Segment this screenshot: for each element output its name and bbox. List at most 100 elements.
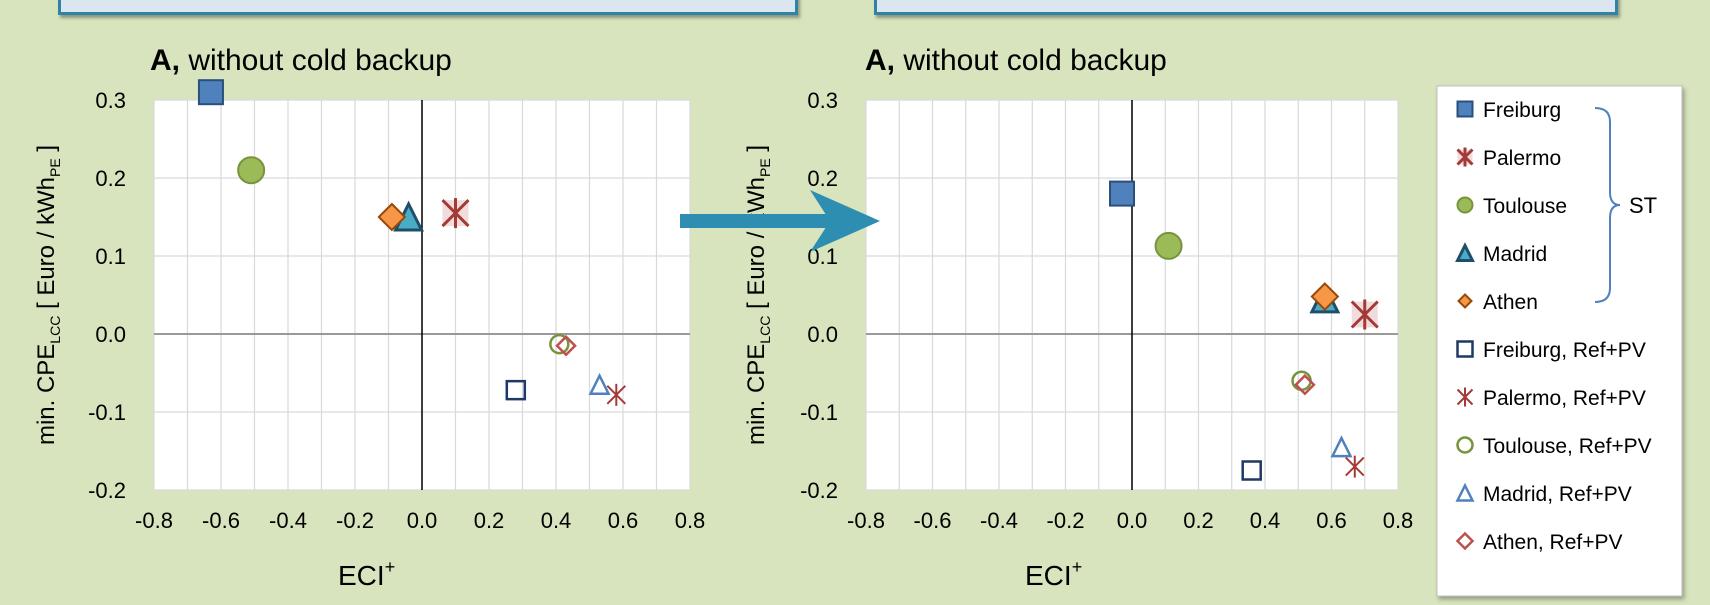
x-tick-label-left: 0.0 [407,508,438,533]
legend-label-athen-ref-pv: Athen, Ref+PV [1483,531,1623,554]
marker-right-toulouse [1154,231,1183,260]
chart-right: -0.8 -0.6 -0.4 -0.2 0.0 0.2 0.4 0.6 0.8 0.3 0.2 0.1… [743,44,1413,591]
y-tick-label-left: 0.3 [95,88,126,113]
markers-left [197,79,627,406]
marker-right-palermo-ref-pv [1345,455,1365,478]
legend-marker-palermo-ref-pv [1456,387,1474,407]
chart-title-left-rest: without cold backup [180,44,452,77]
x-tick-label-left: 0.2 [474,508,505,533]
marker-right-palermo [1350,299,1379,330]
legend-marker-freiburg [1456,100,1474,118]
x-tick-label-right: 0.6 [1316,508,1347,533]
legend-label-palermo-ref-pv: Palermo, Ref+PV [1483,387,1646,410]
legend-marker-toulouse-ref-pv [1456,436,1474,454]
ticks-left: -0.8 -0.6 -0.4 -0.2 0.0 0.2 0.4 0.6 0.8 0.3 0.2 0.1… [88,88,705,533]
chart-title-right: A, without cold backup [865,44,1167,77]
marker-left-toulouse [237,156,266,185]
y-axis-label-left-p3: ] [33,145,60,158]
y-axis-label-right-sub2: PE [757,158,773,177]
x-tick-label-right: 0.2 [1183,508,1214,533]
top-box-right [874,0,1618,15]
legend-label-palermo: Palermo [1483,147,1561,170]
x-tick-label-right: -0.4 [980,508,1018,533]
legend-marker-athen-ref-pv [1455,531,1475,551]
markers-right [1109,180,1379,481]
y-axis-label-left-p2: [ Euro / kWh [33,177,60,316]
x-tick-label-left: 0.4 [541,508,572,533]
y-axis-label-left: min. CPELCC [ Euro / kWhPE ] [33,145,63,445]
y-tick-label-right: -0.1 [800,400,838,425]
y-tick-label-left: -0.2 [88,478,126,503]
legend-label-toulouse-ref-pv: Toulouse, Ref+PV [1483,435,1652,458]
y-tick-label-right: 0.0 [807,322,838,347]
marker-right-freiburg [1109,180,1136,207]
y-axis-label-left-sub: LCC [47,316,63,344]
marker-left-toulouse-ref-pv [549,333,570,355]
y-axis-label-right-sub: LCC [757,316,773,344]
x-tick-label-right: 0.4 [1250,508,1281,533]
legend-label-freiburg-ref-pv: Freiburg, Ref+PV [1483,339,1646,362]
x-axis-label-left: ECI+ [338,557,395,591]
x-tick-label-left: -0.8 [135,508,173,533]
chart-title-left-bold: A, [150,44,180,77]
marker-right-athen [1310,282,1340,311]
chart-left: -0.8 -0.6 -0.4 -0.2 0.0 0.2 0.4 0.6 0.8 0.3 0.2 0.1… [33,44,705,591]
legend-marker-toulouse [1456,196,1474,214]
x-tick-label-right: -0.2 [1047,508,1085,533]
chart-title-right-bold: A, [865,44,895,77]
legend: Freiburg Palermo Toulouse Madrid Athen Freibu… [1436,85,1683,597]
y-axis-label-left-sub2: PE [47,158,63,177]
marker-right-athen-ref-pv [1294,373,1316,396]
legend-brace [1594,107,1621,303]
x-axis-label-left-main: ECI [338,560,385,591]
y-axis-label-right-p3: ] [743,145,770,158]
y-axis-label-right: min. CPELCC [ Euro / kWhPE ] [743,145,773,445]
x-axis-label-right: ECI+ [1025,557,1082,591]
ticks-right: -0.8 -0.6 -0.4 -0.2 0.0 0.2 0.4 0.6 0.8 0.3 0.2 0.1… [800,88,1413,533]
legend-box [1436,85,1683,597]
legend-marker-madrid [1455,242,1475,262]
y-tick-label-left: 0.1 [95,244,126,269]
marker-right-freiburg-ref-pv [1241,460,1262,481]
y-axis-label-right-p2: [ Euro / kWh [743,177,770,316]
marker-left-athen-ref-pv [555,334,577,357]
legend-label-madrid: Madrid [1483,243,1547,266]
y-axis-label-right-p1: min. CPE [743,344,770,445]
x-tick-label-right: 0.8 [1383,508,1414,533]
top-box-left [58,0,798,15]
legend-marker-madrid-ref-pv [1455,482,1475,502]
legend-label-madrid-ref-pv: Madrid, Ref+PV [1483,483,1632,506]
chart-title-left: A, without cold backup [150,44,452,77]
x-tick-label-left: 0.8 [675,508,706,533]
y-tick-label-right: -0.2 [800,478,838,503]
x-tick-label-right: -0.6 [914,508,952,533]
marker-right-madrid-ref-pv [1330,435,1353,458]
x-tick-label-left: -0.4 [269,508,307,533]
y-axis-label-left-p1: min. CPE [33,344,60,445]
legend-marker-palermo [1456,147,1474,167]
marker-left-athen [377,202,407,232]
y-tick-label-right: 0.1 [807,244,838,269]
y-tick-label-left: 0.0 [95,322,126,347]
chart-title-right-rest: without cold backup [895,44,1167,77]
x-tick-label-right: 0.0 [1117,508,1148,533]
x-axis-label-right-main: ECI [1025,560,1072,591]
x-tick-label-left: 0.6 [608,508,639,533]
y-tick-label-right: 0.2 [807,166,838,191]
arrow-icon [680,190,880,252]
marker-left-freiburg-ref-pv [505,379,527,401]
y-tick-label-left: 0.2 [95,166,126,191]
x-tick-label-right: -0.8 [847,508,885,533]
x-axis-label-left-sup: + [385,557,396,577]
gridlines-left [153,99,691,491]
marker-left-madrid-ref-pv [588,372,611,395]
legend-label-athen: Athen [1483,291,1538,314]
legend-group-label: ST [1629,193,1657,218]
y-tick-label-right: 0.3 [807,88,838,113]
legend-label-toulouse: Toulouse [1483,195,1567,218]
marker-left-freiburg [197,79,224,106]
legend-label-freiburg: Freiburg [1483,99,1561,122]
x-tick-label-left: -0.6 [202,508,240,533]
